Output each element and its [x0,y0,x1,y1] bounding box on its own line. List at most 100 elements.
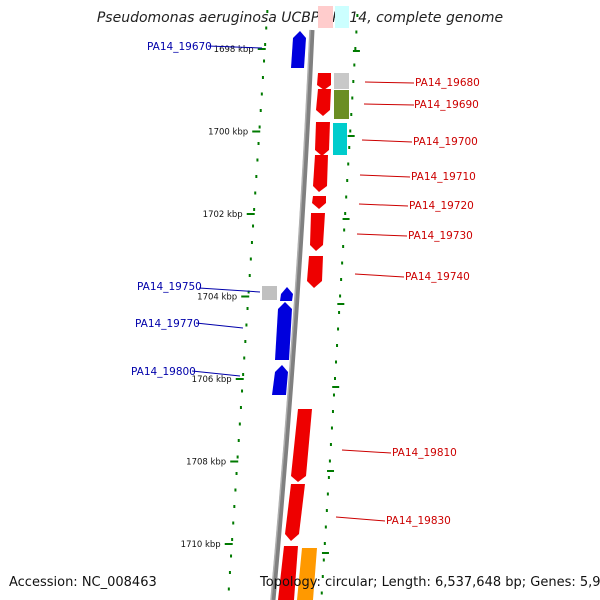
ring-dot [266,10,269,13]
gene-arrow-PA14_19670[interactable] [291,31,306,68]
gene-arrow-PA14_19810[interactable] [291,409,312,482]
gene-label-PA14_19730[interactable]: PA14_19730 [408,230,473,242]
ruler-label: 1704 kbp [197,293,237,303]
ring-dot [237,439,240,442]
gene-arrow-bottom-orange[interactable] [297,548,317,600]
gene-arrow-PA14_19800[interactable] [272,365,288,395]
ring-dot [339,294,342,298]
ring-dash [347,135,355,137]
ring-dot [265,26,268,30]
ring-dot [243,356,246,360]
ring-dot [332,393,335,397]
ring-dot [245,323,248,327]
gene-label-PA14_19770[interactable]: PA14_19770 [135,318,200,330]
gene-arrow-PA14_19700[interactable] [315,122,330,156]
gene-arrow-PA14_19710[interactable] [313,155,328,192]
ruler-tick [252,130,261,133]
ring-dot [232,521,235,525]
gene-label-PA14_19690[interactable]: PA14_19690 [414,99,479,111]
ring-dot [331,410,334,413]
ring-dot [260,92,263,96]
gene-label-PA14_19740[interactable]: PA14_19740 [405,271,470,283]
ring-dot [344,212,347,215]
ring-dot [230,554,233,558]
ruler-tick [246,213,255,215]
gene-arrow-PA14_19740[interactable] [307,256,323,288]
ring-dot [250,241,253,244]
ring-dot [231,538,234,541]
ring-dot [327,476,330,479]
ring-dot [330,426,333,430]
gene-label-PA14_19680[interactable]: PA14_19680 [415,77,480,89]
ring-dot [328,459,331,463]
ring-dot [346,179,349,182]
ruler-label: 1702 kbp [203,210,243,220]
gene-arrow-PA14_19770[interactable] [275,302,292,360]
ruler-label: 1698 kbp [214,45,254,55]
accession-text: Accession: NC_008463 [9,575,157,590]
ring-dot [338,311,341,314]
ring-dot [252,224,255,228]
gene-label-PA14_19720[interactable]: PA14_19720 [409,200,474,212]
ring-dot [261,76,264,79]
ring-dot [228,571,231,574]
ring-dot [336,344,339,347]
ring-dot [343,228,346,232]
gene-arrow-bottom-red[interactable] [278,546,298,600]
gene-label-PA14_19810[interactable]: PA14_19810 [392,447,457,459]
gene-label-PA14_19670[interactable]: PA14_19670 [147,41,212,53]
ring-dot [239,406,242,409]
gene-arrow-PA14_19680[interactable] [317,73,331,90]
ring-dot [257,142,260,145]
ring-dash [321,552,329,554]
ring-dots [227,10,360,595]
ring-dot [320,591,323,595]
gene-arrow-PA14_19720[interactable] [312,196,326,209]
ruler-tick [257,48,266,50]
ring-dash [337,303,345,305]
reverse-leaders [191,45,263,377]
ring-dot [325,509,328,512]
ring-dot [347,162,350,166]
ring-dash [327,470,335,472]
ring-dot [255,175,258,178]
gene-arrow-PA14_19690[interactable] [316,89,331,116]
ring-dot [236,455,239,459]
ring-dot [353,63,356,67]
gene-block-olive-19690 [334,90,349,119]
ring-dot [254,191,257,195]
ring-dot [264,43,267,46]
map-title: Pseudomonas aeruginosa UCBPP-PA14, compl… [96,10,504,26]
gene-label-PA14_19800[interactable]: PA14_19800 [131,366,196,378]
gene-arrow-PA14_19730[interactable] [310,213,325,251]
ruler: 1698 kbp 1700 kbp 1702 kbp 1704 kbp 1706 kbp… [181,45,266,550]
ruler-tick [230,460,239,463]
ring-dot [351,96,354,100]
ring-dot [356,14,359,17]
gene-block-grey-19750 [262,286,277,300]
ring-dot [323,542,326,545]
ring-dot [350,113,353,116]
gene-label-PA14_19710[interactable]: PA14_19710 [411,171,476,183]
gene-arrow-PA14_19750[interactable] [280,287,293,301]
ruler-label: 1706 kbp [192,375,232,385]
gene-label-PA14_19830[interactable]: PA14_19830 [386,515,451,527]
ring-dot [342,245,345,248]
ring-dot [324,525,327,529]
ring-dot [253,208,256,211]
genome-backbone [270,29,315,600]
ring-dot [227,587,230,591]
ring-dot [348,146,351,149]
ruler-tick [241,295,250,298]
ring-dot [242,373,245,376]
ring-dot [256,158,259,162]
gene-arrow-PA14_19830[interactable] [285,484,305,541]
forward-leaders [335,81,415,522]
gene-label-PA14_19700[interactable]: PA14_19700 [413,136,478,148]
gene-label-PA14_19750[interactable]: PA14_19750 [137,281,202,293]
ring-dot [355,30,358,34]
ring-dot [329,443,332,446]
ring-dot [244,340,247,343]
ring-dot [247,290,250,294]
ring-dot [233,505,236,508]
